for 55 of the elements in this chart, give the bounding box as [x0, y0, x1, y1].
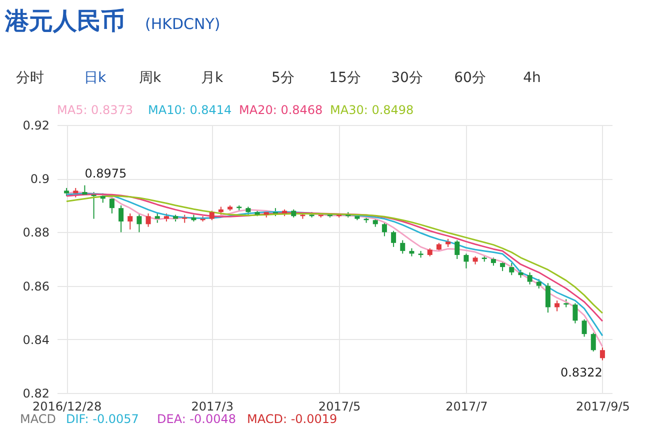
annotation: 0.8975: [84, 166, 127, 180]
candlestick: [464, 253, 469, 269]
candlestick: [509, 262, 514, 276]
chart-title: 港元人民币: [4, 7, 125, 35]
candlestick: [382, 222, 387, 237]
text: MACD: -0.0019: [247, 412, 338, 426]
text: 30分: [391, 70, 423, 86]
y-tick-label: 0.88: [22, 226, 50, 240]
text: 5分: [272, 70, 294, 86]
candlestick: [91, 192, 96, 220]
candlestick: [536, 278, 542, 289]
candlestick: [136, 212, 142, 233]
candlestick: [454, 240, 460, 260]
x-tick-label: 2016/12/28: [32, 400, 102, 414]
text: DEA: -0.0048: [157, 412, 236, 426]
y-tick-label: 0.92: [22, 118, 50, 132]
text: MA20: 0.8468: [239, 103, 323, 117]
x-tick-label: 2017/3: [191, 400, 234, 414]
candlestick: [500, 261, 506, 272]
y-tick-label: 0.82: [22, 386, 50, 400]
text: 15分: [329, 70, 361, 86]
candlestick: [590, 332, 596, 352]
candlestick: [154, 212, 160, 224]
text: 分时: [16, 70, 44, 86]
candlestick: [572, 302, 578, 324]
candlestick: [554, 300, 560, 312]
x-tick-label: 2017/5: [318, 400, 361, 414]
candlestick: [545, 282, 550, 314]
candlestick: [600, 346, 605, 361]
candlestick: [400, 240, 406, 254]
candlestick: [582, 318, 587, 338]
candlestick: [391, 230, 396, 248]
text: MA5: 0.8373: [57, 103, 134, 117]
chart-subtitle: (HKDCNY): [145, 15, 220, 33]
candlestick: [118, 204, 124, 233]
x-tick-label: 2017/9/5: [576, 400, 630, 414]
text: 60分: [454, 70, 486, 86]
text: 月k: [200, 70, 224, 86]
text: 日k: [84, 70, 107, 86]
candlestick: [527, 272, 532, 285]
text: 4h: [523, 70, 541, 86]
text: 周k: [138, 70, 162, 86]
y-tick-label: 0.86: [22, 279, 50, 294]
x-tick-label: 2017/7: [446, 400, 488, 414]
text: MA30: 0.8498: [330, 103, 414, 117]
candlestick: [73, 187, 78, 198]
candlestick: [128, 212, 133, 230]
candlestick: [209, 210, 214, 221]
annotation: 0.8322: [560, 365, 602, 380]
text: MACD: [20, 412, 56, 426]
candlestick: [146, 212, 151, 228]
text: DIF: -0.0057: [66, 412, 139, 426]
y-tick-label: 0.84: [22, 332, 50, 347]
text: MA10: 0.8414: [148, 103, 232, 117]
y-tick-label: 0.9: [30, 172, 50, 186]
